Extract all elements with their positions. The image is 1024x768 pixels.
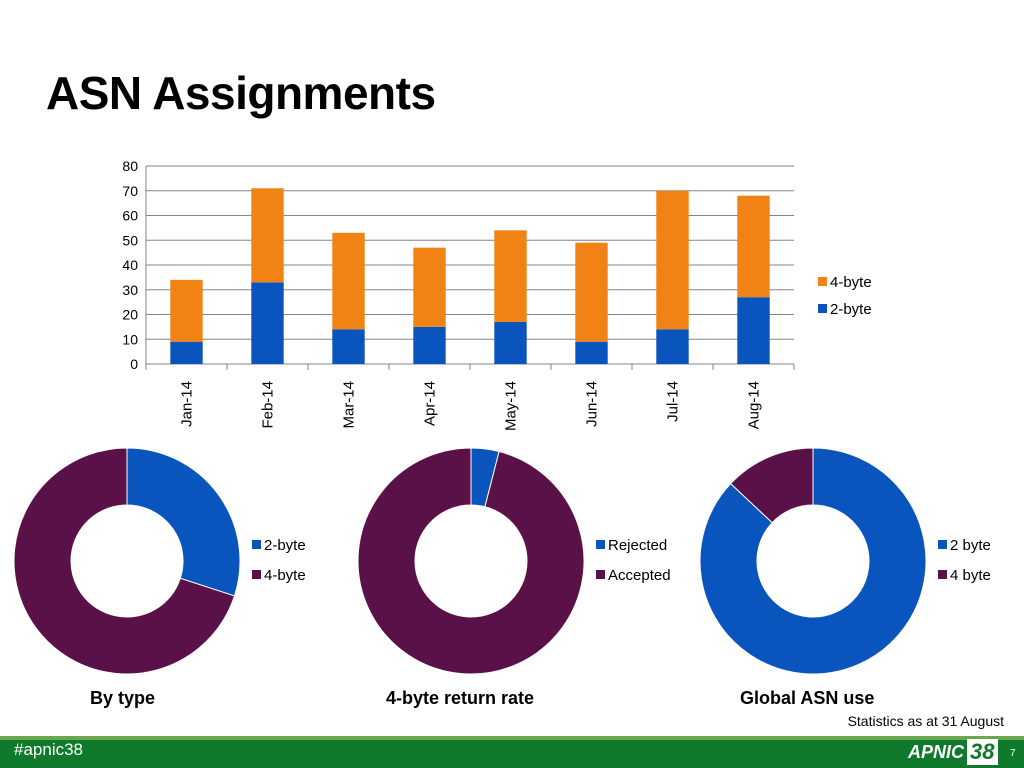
caption-return-rate: 4-byte return rate	[386, 688, 535, 708]
x-tick-label: Jun-14	[584, 381, 601, 427]
y-tick-label: 0	[130, 356, 138, 372]
bar-4-byte	[737, 195, 770, 298]
x-tick-label: May-14	[503, 381, 520, 431]
legend-label: Accepted	[608, 567, 671, 584]
legend-swatch	[252, 570, 261, 579]
caption-global-use: Global ASN use	[740, 688, 875, 708]
y-tick-label: 80	[122, 158, 138, 174]
bar-2-byte	[656, 329, 689, 364]
y-tick-label: 40	[122, 257, 138, 273]
bar-4-byte	[575, 242, 608, 342]
bar-4-byte	[494, 230, 527, 322]
legend-swatch	[938, 540, 947, 549]
bar-4-byte	[656, 190, 689, 330]
y-tick-label: 60	[122, 208, 138, 224]
legend-swatch	[252, 540, 261, 549]
bar-4-byte	[251, 188, 284, 283]
legend-swatch	[818, 304, 827, 313]
bar-2-byte	[737, 297, 770, 364]
y-tick-label: 20	[122, 307, 138, 323]
statistics-note: Statistics as at 31 August	[847, 713, 1004, 729]
bar-2-byte	[170, 341, 203, 364]
donut-chart-global-use: 2 byte 4 byte	[699, 447, 991, 675]
bar-2-byte	[251, 282, 284, 364]
x-tick-label: Mar-14	[341, 381, 358, 429]
donut-slice-2-byte	[126, 447, 241, 597]
donut-slice-2-byte	[699, 447, 927, 675]
legend-swatch	[818, 277, 827, 286]
legend-label: 2-byte	[264, 537, 306, 554]
bar-4-byte	[332, 232, 365, 330]
donut-chart-by-type: 2-byte 4-byte	[13, 447, 306, 675]
donut-chart-return-rate: Rejected Accepted	[357, 447, 671, 675]
legend-label: 2 byte	[950, 537, 991, 554]
donut-slice-Accepted	[357, 447, 585, 675]
legend-label: 4-byte	[830, 274, 872, 291]
legend-swatch	[596, 570, 605, 579]
legend-label: 4-byte	[264, 567, 306, 584]
x-tick-label: Jan-14	[179, 381, 196, 427]
y-tick-label: 10	[122, 331, 138, 347]
apnic-logo: APNIC 38	[908, 738, 998, 766]
legend-swatch	[596, 540, 605, 549]
x-tick-label: Aug-14	[746, 381, 763, 429]
footer-band	[0, 736, 1024, 740]
legend-label: 4 byte	[950, 567, 991, 584]
x-tick-label: Feb-14	[260, 381, 277, 429]
page-number: 7	[1010, 748, 1016, 759]
legend-swatch	[938, 570, 947, 579]
bar-4-byte	[413, 247, 446, 327]
y-tick-label: 50	[122, 232, 138, 248]
logo-number: 38	[967, 739, 998, 765]
donut-slice-4-byte	[13, 447, 236, 675]
legend-label: 2-byte	[830, 301, 872, 318]
bar-2-byte	[575, 341, 608, 364]
y-tick-label: 70	[122, 183, 138, 199]
y-tick-label: 30	[122, 282, 138, 298]
x-tick-label: Apr-14	[422, 381, 439, 426]
donut-slice-4-byte	[729, 447, 814, 524]
caption-by-type: By type	[90, 688, 156, 708]
bar-2-byte	[494, 321, 527, 364]
bar-4-byte	[170, 279, 203, 342]
bar-2-byte	[332, 329, 365, 364]
x-tick-label: Jul-14	[665, 381, 682, 422]
legend-label: Rejected	[608, 537, 667, 554]
slide-title: ASN Assignments	[46, 67, 436, 119]
footer-bar	[0, 736, 1024, 768]
hashtag: #apnic38	[14, 740, 84, 759]
bar-2-byte	[413, 326, 446, 364]
logo-text: APNIC	[908, 741, 965, 762]
stacked-bar-chart: 0 10 20 30 40 50 60 70 80 Jan-14 Feb-14 Mar-14 Apr-1…	[122, 158, 872, 431]
